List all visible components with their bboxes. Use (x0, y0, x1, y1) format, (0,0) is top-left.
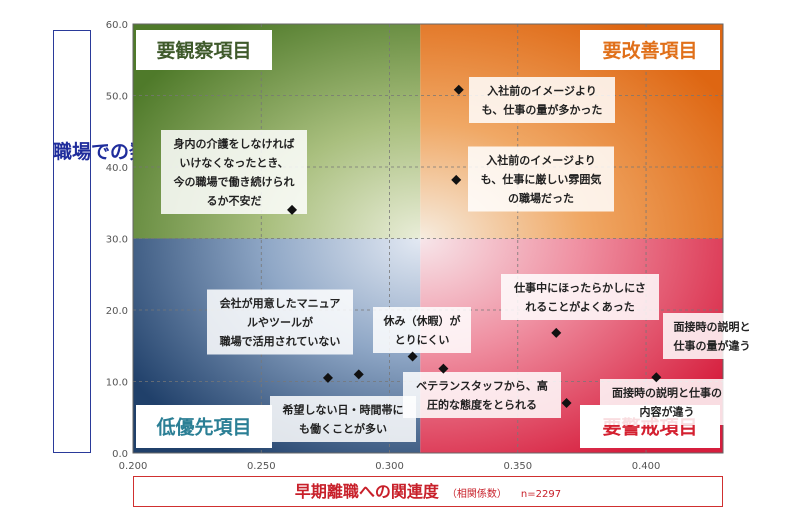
point-label-line: も、仕事の量が多かった (482, 103, 603, 117)
callout-box (501, 274, 659, 320)
quadrant-label-box (580, 30, 720, 70)
x-axis-title: 早期離職への関連度 (294, 482, 439, 501)
callout-box (600, 379, 734, 425)
point-callout: 面接時の説明と仕事の内容が違う (600, 379, 734, 425)
quadrant-label-top-left: 要観察項目 (156, 39, 251, 62)
point-label-line: も、仕事に厳しい雰囲気 (481, 172, 602, 186)
data-point (561, 397, 572, 408)
callout-box (207, 289, 353, 355)
callout-box (161, 130, 307, 214)
point-label-line: 仕事中にほったらかしにさ (513, 281, 646, 295)
point-callout: ベテランスタッフから、高圧的な態度をとられる (403, 372, 561, 418)
y-tick-label: 20.0 (106, 306, 128, 317)
point-label-line: 身内の介護をしなければ (174, 137, 295, 151)
y-tick-label: 40.0 (106, 163, 128, 174)
point-label-line: れることがよくあった (525, 300, 634, 314)
callout-box (403, 372, 561, 418)
y-tick-label: 0.0 (112, 449, 128, 460)
point-callout: 入社前のイメージよりも、仕事の量が多かった (469, 77, 615, 123)
x-tick-label: 0.400 (632, 461, 661, 472)
point-callout: 身内の介護をしなければいけなくなったとき、今の職場で働き続けられるか不安だ (161, 130, 307, 214)
data-point (551, 327, 562, 338)
x-tick-label: 0.200 (119, 461, 148, 472)
point-label-line: るか不安だ (207, 194, 262, 208)
data-point (453, 84, 464, 95)
point-label: 面接時の説明と仕事の内容が違う (612, 386, 722, 419)
data-point (438, 363, 449, 374)
point-label-line: 希望しない日・時間帯に (282, 403, 404, 417)
point-callout: 面接時の説明と仕事の量が違う (663, 313, 761, 359)
point-label: 会社が用意したマニュアルやツールが職場で活用されていない (220, 296, 341, 348)
callout-box (663, 313, 761, 359)
callout-box (373, 307, 471, 353)
point-label-line: 面接時の説明と仕事の (612, 386, 722, 400)
point-label-line: いけなくなったとき、 (179, 157, 288, 170)
point-callout: 仕事中にほったらかしにされることがよくあった (501, 274, 659, 320)
point-callout: 休み（休暇）がとりにくい (373, 307, 471, 353)
callout-box (270, 396, 416, 442)
y-tick-label: 30.0 (106, 235, 128, 246)
point-label-line: 内容が違う (640, 405, 695, 419)
point-label: 面接時の説明と仕事の量が違う (673, 320, 751, 353)
point-label: 入社前のイメージよりも、仕事の量が多かった (482, 84, 603, 117)
point-label-line: 圧的な態度をとられる (427, 398, 537, 412)
x-axis-title-box: 早期離職への関連度 （相関係数） n=2297 (133, 476, 723, 507)
x-tick-label: 0.300 (375, 461, 404, 472)
point-callout: 会社が用意したマニュアルやツールが職場で活用されていない (207, 289, 353, 355)
quadrant-label-bottom-left: 低優先項目 (155, 416, 251, 439)
point-label-line: 職場で活用されていない (220, 334, 341, 348)
point-label: ベテランスタッフから、高圧的な態度をとられる (416, 379, 548, 412)
point-label-line: ルやツールが (247, 315, 313, 329)
point-label-line: の職場だった (508, 191, 574, 205)
point-label-line: 入社前のイメージより (486, 153, 596, 167)
point-callout: 希望しない日・時間帯にも働くことが多い (270, 396, 416, 442)
data-point (651, 372, 662, 383)
data-point (407, 351, 418, 362)
y-tick-label: 10.0 (106, 378, 128, 389)
y-tick-label: 60.0 (106, 20, 128, 31)
x-axis-subtitle: （相関係数） (446, 489, 507, 500)
point-label-line: 会社が用意したマニュア (220, 296, 341, 310)
plot-frame (132, 23, 724, 454)
point-label-line: とりにくい (395, 334, 450, 347)
y-tick-label: 50.0 (106, 92, 128, 103)
quadrant-label-box (136, 405, 272, 448)
quadrant-label-box (136, 30, 272, 70)
point-label: 希望しない日・時間帯にも働くことが多い (282, 403, 404, 436)
x-tick-label: 0.350 (503, 461, 532, 472)
point-label: 仕事中にほったらかしにされることがよくあった (513, 281, 646, 314)
point-label: 入社前のイメージよりも、仕事に厳しい雰囲気の職場だった (481, 153, 602, 205)
point-label: 休み（休暇）がとりにくい (383, 314, 461, 347)
point-label-line: 休み（休暇）が (383, 314, 461, 328)
data-point (353, 369, 364, 380)
point-label-line: 今の職場で働き続けられ (173, 175, 295, 189)
point-label-line: ベテランスタッフから、高 (416, 379, 548, 393)
y-axis-title-box (53, 30, 91, 453)
sample-size-note: n=2297 (520, 489, 562, 500)
point-callout: 入社前のイメージよりも、仕事に厳しい雰囲気の職場だった (468, 146, 614, 212)
data-point (451, 174, 462, 185)
data-point (322, 372, 333, 383)
point-label-line: も働くことが多い (299, 422, 387, 436)
callout-box (469, 77, 615, 123)
x-tick-label: 0.250 (247, 461, 276, 472)
point-label-line: 面接時の説明と (674, 320, 751, 334)
point-label-line: 入社前のイメージより (487, 84, 597, 98)
point-label: 身内の介護をしなければいけなくなったとき、今の職場で働き続けられるか不安だ (173, 137, 295, 208)
callout-box (468, 146, 614, 212)
point-label-line: 仕事の量が違う (673, 339, 751, 353)
data-point (287, 204, 298, 215)
quadrant-label-top-right: 要改善項目 (602, 39, 697, 62)
